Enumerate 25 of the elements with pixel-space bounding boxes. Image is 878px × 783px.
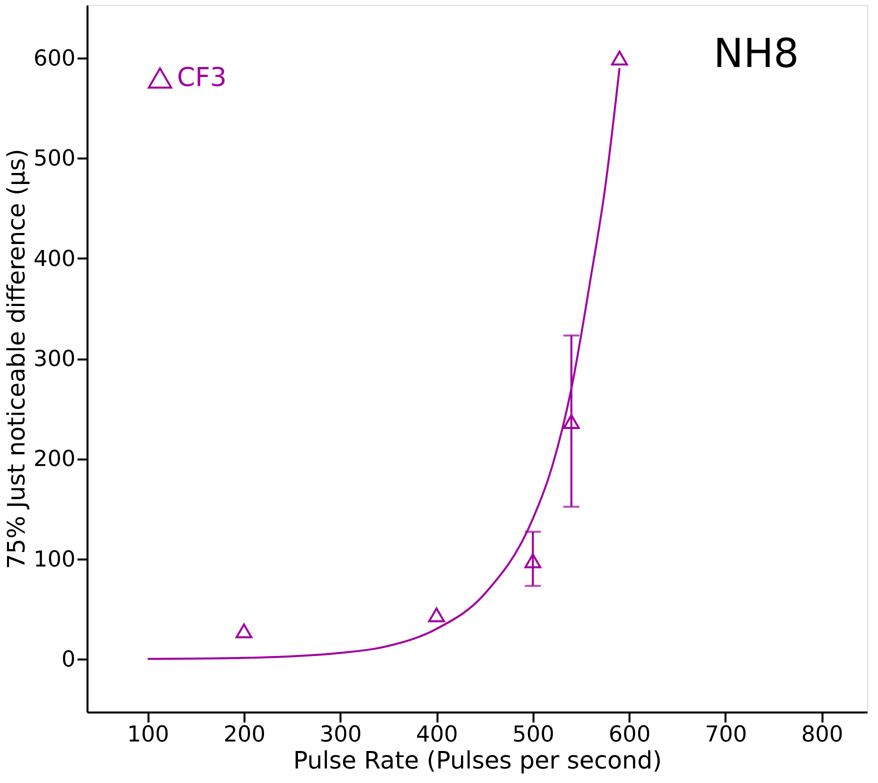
x-tick-label: 600 bbox=[608, 722, 651, 748]
y-tick-label: 400 bbox=[34, 246, 76, 272]
y-tick-label: 200 bbox=[34, 447, 76, 472]
x-tick-label: 200 bbox=[223, 722, 266, 748]
point bbox=[428, 607, 445, 622]
x-tick-label: 400 bbox=[416, 722, 458, 748]
y-tick-label: 0 bbox=[62, 647, 76, 672]
line-series bbox=[146, 67, 621, 660]
point bbox=[562, 414, 580, 430]
y-tick-label: 500 bbox=[34, 146, 76, 172]
x-tick-label: 100 bbox=[127, 722, 170, 748]
legend-label: CF3 bbox=[177, 63, 227, 93]
x-tick-label: 500 bbox=[512, 722, 554, 748]
x-tick-label: 800 bbox=[801, 722, 844, 748]
y-axis-title: 75% Just noticeable difference (μs) bbox=[2, 148, 31, 570]
x-tick-label: 700 bbox=[704, 722, 747, 748]
point bbox=[611, 50, 628, 66]
y-tick-label: 300 bbox=[34, 347, 76, 372]
annotation: NH8 bbox=[714, 31, 799, 77]
x-tick-label: 300 bbox=[320, 722, 362, 748]
y-tick-label: 100 bbox=[34, 547, 76, 572]
point bbox=[524, 553, 542, 568]
point bbox=[236, 623, 252, 638]
y-tick-label: 600 bbox=[34, 46, 76, 72]
x-axis-title: Pulse Rate (Pulses per second) bbox=[293, 746, 662, 774]
